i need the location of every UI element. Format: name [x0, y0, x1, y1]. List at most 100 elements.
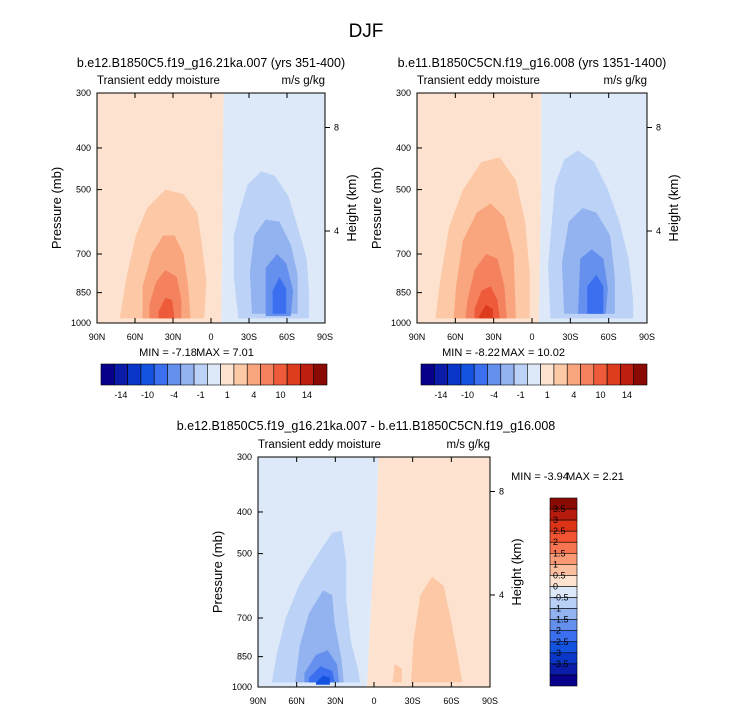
colorbar-tick-label: 1 — [545, 390, 550, 400]
x-tick-label: 30S — [405, 696, 421, 706]
contour-region — [149, 270, 182, 319]
x-tick-label: 60N — [127, 332, 144, 342]
colorbar-tick-label: 1 — [225, 390, 230, 400]
colorbar-tick-label: 3 — [553, 515, 558, 525]
colorbar-swatch — [433, 363, 448, 386]
panel-units-label: m/s g/kg — [604, 75, 647, 87]
y2-axis-label: Height (km) — [344, 174, 359, 241]
colorbar-swatch — [313, 363, 328, 386]
colorbar-swatch — [273, 363, 288, 386]
colorbar-tick-label: -3.5 — [553, 659, 569, 669]
y-tick-label: 850 — [237, 652, 252, 662]
colorbar-swatch — [220, 363, 235, 386]
x-tick-label: 90N — [89, 332, 106, 342]
y-tick-label: 850 — [396, 288, 411, 298]
y-tick-label: 300 — [396, 88, 411, 98]
colorbar-swatch — [127, 363, 142, 386]
panel-title: b.e12.B1850C5.f19_g16.21ka.007 (yrs 351-… — [77, 56, 345, 70]
colorbar-tick-label: -14 — [114, 390, 127, 400]
colorbar-swatch — [233, 363, 248, 386]
colorbar-tick-label: 14 — [302, 390, 312, 400]
x-tick-label: 60N — [288, 696, 305, 706]
y2-tick-label: 4 — [499, 590, 504, 600]
colorbar-swatch — [549, 674, 578, 687]
y-tick-label: 700 — [396, 249, 411, 259]
colorbar-tick-label: -2.5 — [553, 637, 569, 647]
colorbar-tick-label: 4 — [251, 390, 256, 400]
colorbar-swatch — [420, 363, 435, 386]
y-tick-label: 500 — [76, 185, 91, 195]
colorbar-swatch — [620, 363, 635, 386]
panel-field-label: Transient eddy moisture — [258, 439, 381, 451]
colorbar-tick-label: -4 — [170, 390, 178, 400]
colorbar-tick-label: 14 — [622, 390, 632, 400]
y-tick-label: 500 — [396, 185, 411, 195]
y-tick-label: 700 — [76, 249, 91, 259]
x-tick-label: 30N — [165, 332, 182, 342]
colorbar-swatch — [593, 363, 608, 386]
x-tick-label: 60S — [443, 696, 459, 706]
colorbar-tick-label: -0.5 — [553, 593, 569, 603]
y2-tick-label: 8 — [656, 123, 661, 133]
colorbar-tick-label: -10 — [141, 390, 154, 400]
colorbar-tick-label: -2 — [553, 626, 561, 636]
x-tick-label: 90N — [250, 696, 267, 706]
max-value: MAX = 2.21 — [566, 471, 624, 483]
colorbar-tick-label: -14 — [434, 390, 447, 400]
colorbar: 3.532.521.510.50 -0.5-1-1.5-2-2.5-3-3.5 — [549, 497, 578, 687]
x-tick-label: 60S — [279, 332, 295, 342]
colorbar-tick-label: 0 — [553, 581, 558, 591]
colorbar-swatch — [606, 363, 621, 386]
panel-3: b.e12.B1850C5.f19_g16.21ka.007 - b.e11.B… — [177, 419, 624, 706]
panel-field-label: Transient eddy moisture — [417, 75, 540, 87]
contour-region — [158, 297, 175, 319]
y2-tick-label: 4 — [656, 226, 661, 236]
x-tick-label: 60N — [447, 332, 464, 342]
max-value: MAX = 7.01 — [196, 347, 254, 359]
contour-region — [272, 277, 287, 314]
y2-axis-label: Height (km) — [666, 174, 681, 241]
colorbar-swatch — [487, 363, 502, 386]
colorbar-tick-label: 4 — [571, 390, 576, 400]
colorbar-swatch — [540, 363, 555, 386]
min-value: MIN = -3.94 — [511, 471, 569, 483]
x-tick-label: 0 — [208, 332, 213, 342]
colorbar-tick-label: -1 — [197, 390, 205, 400]
x-tick-label: 30S — [241, 332, 257, 342]
colorbar-swatch — [260, 363, 275, 386]
colorbar-swatch — [580, 363, 595, 386]
colorbar-swatch — [513, 363, 528, 386]
panel-1: b.e12.B1850C5.f19_g16.21ka.007 (yrs 351-… — [49, 56, 359, 400]
panel-title: b.e11.B1850C5CN.f19_g16.008 (yrs 1351-14… — [398, 56, 667, 70]
y-tick-label: 400 — [396, 143, 411, 153]
colorbar-swatch — [566, 363, 581, 386]
max-value: MAX = 10.02 — [501, 347, 565, 359]
colorbar-swatch — [193, 363, 208, 386]
x-tick-label: 90S — [482, 696, 498, 706]
contour-region — [474, 286, 500, 319]
y-tick-label: 1000 — [71, 318, 91, 328]
colorbar-swatch — [460, 363, 475, 386]
colorbar-swatch — [140, 363, 155, 386]
panel-units-label: m/s g/kg — [447, 439, 490, 451]
colorbar-swatch — [447, 363, 462, 386]
y-tick-label: 300 — [76, 88, 91, 98]
y-tick-label: 400 — [237, 507, 252, 517]
colorbar-swatch — [113, 363, 128, 386]
contour-region — [367, 457, 490, 687]
colorbar-tick-label: -1 — [517, 390, 525, 400]
panel-field-label: Transient eddy moisture — [97, 75, 220, 87]
colorbar: -14 -10 -4 -1 1 4 10 14 — [420, 363, 648, 400]
contour-region — [479, 304, 493, 319]
colorbar-swatch — [633, 363, 648, 386]
y-tick-label: 1000 — [391, 318, 411, 328]
y-axis-label: Pressure (mb) — [49, 167, 64, 249]
colorbar-tick-label: 2.5 — [553, 526, 566, 536]
y-tick-label: 300 — [237, 452, 252, 462]
y2-tick-label: 8 — [499, 487, 504, 497]
contour-region — [392, 664, 402, 683]
y-tick-label: 500 — [237, 549, 252, 559]
x-tick-label: 0 — [371, 696, 376, 706]
colorbar-tick-label: 3.5 — [553, 504, 566, 514]
x-tick-label: 30S — [562, 332, 578, 342]
